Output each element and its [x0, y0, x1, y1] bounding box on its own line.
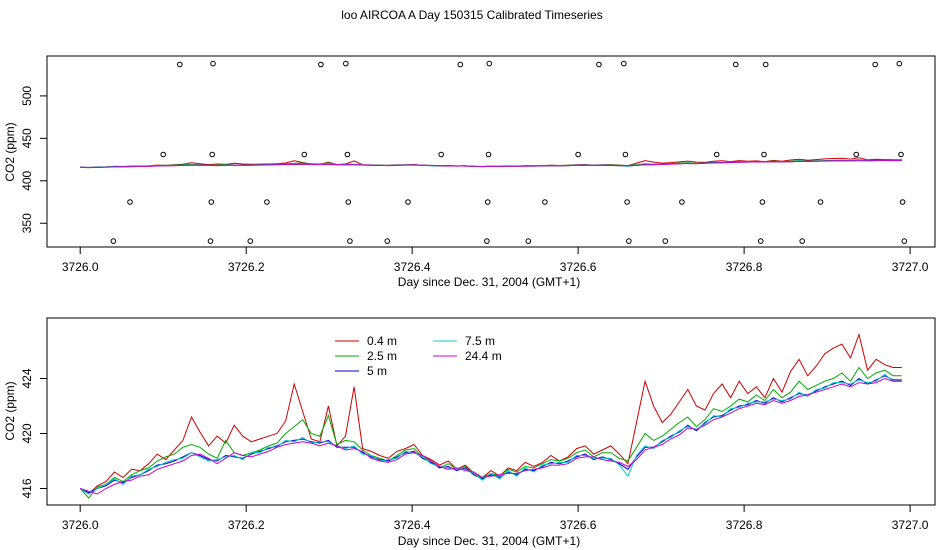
- top-x-tick-label: 3727.0: [892, 260, 929, 274]
- top-y-tick-label: 450: [20, 128, 34, 148]
- bottom-series-lines: [79, 332, 902, 499]
- bottom-x-axis-label: Day since Dec. 31, 2004 (GMT+1): [398, 534, 580, 548]
- top-data-point: [733, 61, 739, 68]
- top-data-point: [679, 199, 685, 205]
- bottom-x-tick-label: 3727.0: [892, 518, 929, 532]
- top-y-axis-label: CO2 (ppm): [3, 122, 17, 181]
- top-data-point: [127, 199, 133, 205]
- legend: 0.4 m2.5 m5 m 7.5 m24.4 m: [335, 334, 502, 378]
- top-data-point: [624, 199, 630, 205]
- top-data-point: [207, 238, 214, 244]
- bottom-y-axis: 416 420 424: [20, 368, 47, 499]
- top-x-tick-label: 3726.2: [228, 260, 265, 274]
- top-data-point: [343, 60, 349, 67]
- bottom-x-tick-label: 3726.6: [560, 518, 597, 532]
- top-data-point: [301, 151, 308, 158]
- top-data-point: [345, 199, 352, 205]
- top-y-tick-label: 350: [20, 213, 34, 233]
- bottom-y-tick-label: 420: [20, 423, 34, 443]
- top-data-point: [160, 151, 166, 158]
- top-data-point: [457, 61, 464, 68]
- top-data-point: [542, 199, 548, 205]
- legend-label: 5 m: [367, 364, 387, 378]
- top-data-point: [525, 238, 532, 244]
- top-data-point: [626, 238, 632, 244]
- bottom-x-tick-label: 3726.8: [726, 518, 763, 532]
- top-x-tick-label: 3726.4: [394, 260, 431, 274]
- top-data-point: [872, 61, 879, 68]
- chart-title: loo AIRCOA A Day 150315 Calibrated Times…: [341, 8, 602, 22]
- top-data-point: [264, 199, 270, 205]
- top-data-point: [347, 238, 353, 244]
- bottom-x-tick-label: 3726.2: [228, 518, 265, 532]
- bottom-x-tick-label: 3726.4: [394, 518, 431, 532]
- top-data-point: [662, 238, 669, 244]
- top-data-point: [247, 238, 254, 244]
- top-data-point: [484, 199, 491, 205]
- top-data-point: [761, 151, 767, 158]
- top-data-point: [713, 151, 720, 158]
- top-x-tick-label: 3726.6: [560, 260, 597, 274]
- bottom-x-axis: 3726.0 3726.2 3726.4 3726.6 3726.8 3727.0: [62, 505, 929, 532]
- top-data-point: [799, 238, 806, 244]
- top-data-point: [853, 151, 860, 158]
- top-data-point: [209, 151, 215, 158]
- top-data-point: [759, 199, 766, 205]
- legend-label: 2.5 m: [367, 349, 397, 363]
- top-data-point: [486, 60, 493, 67]
- top-data-point: [210, 60, 216, 67]
- top-data-point: [208, 199, 215, 205]
- top-y-tick-label: 400: [20, 170, 34, 190]
- top-data-point: [485, 151, 492, 158]
- top-data-point: [384, 238, 391, 244]
- top-data-point: [405, 199, 411, 205]
- bottom-series-line-7-5-m: [79, 373, 902, 495]
- top-data-point: [901, 238, 908, 244]
- top-data-point: [896, 60, 903, 67]
- bottom-series-line-5-m: [79, 375, 902, 494]
- top-panel: 3726.0 3726.2 3726.4 3726.6 3726.8 3727.0 350…: [3, 55, 936, 289]
- bottom-x-tick-label: 3726.0: [62, 518, 99, 532]
- top-data-point: [177, 61, 183, 68]
- legend-label: 24.4 m: [465, 349, 502, 363]
- bottom-series-line-0-4-m: [79, 332, 902, 495]
- top-data-point: [817, 199, 824, 205]
- top-data-point: [899, 199, 906, 205]
- top-data-point: [438, 151, 445, 158]
- top-data-point: [575, 151, 581, 158]
- top-series-line-24-4-m: [80, 159, 902, 169]
- top-y-tick-label: 500: [20, 86, 34, 106]
- bottom-y-tick-label: 424: [20, 368, 34, 388]
- top-data-point: [621, 60, 627, 67]
- bottom-y-axis-label: CO2 (ppm): [3, 381, 17, 440]
- top-data-point: [762, 61, 769, 68]
- top-x-tick-label: 3726.8: [726, 260, 763, 274]
- legend-label: 0.4 m: [367, 334, 397, 348]
- bottom-series-line-24-4-m: [80, 377, 902, 495]
- top-x-axis-label: Day since Dec. 31, 2004 (GMT+1): [398, 275, 580, 289]
- top-data-point: [110, 238, 117, 244]
- top-points: [110, 60, 908, 244]
- legend-label: 7.5 m: [465, 334, 495, 348]
- top-data-point: [622, 151, 629, 158]
- bottom-y-tick-label: 416: [20, 478, 34, 498]
- top-series-lines: [80, 157, 902, 169]
- top-data-point: [318, 61, 324, 68]
- top-x-tick-label: 3726.0: [62, 260, 99, 274]
- top-data-point: [344, 151, 351, 158]
- bottom-panel: 3726.0 3726.2 3726.4 3726.6 3726.8 3727.0 416…: [3, 317, 936, 548]
- top-x-axis: 3726.0 3726.2 3726.4 3726.6 3726.8 3727.0: [62, 247, 929, 274]
- top-data-point: [898, 151, 904, 158]
- bottom-plot-frame: [46, 317, 936, 506]
- top-y-axis: 350 400 450 500: [20, 86, 47, 233]
- top-data-point: [757, 238, 764, 244]
- top-plot-frame: [46, 55, 936, 248]
- top-data-point: [596, 61, 602, 68]
- top-data-point: [484, 238, 490, 244]
